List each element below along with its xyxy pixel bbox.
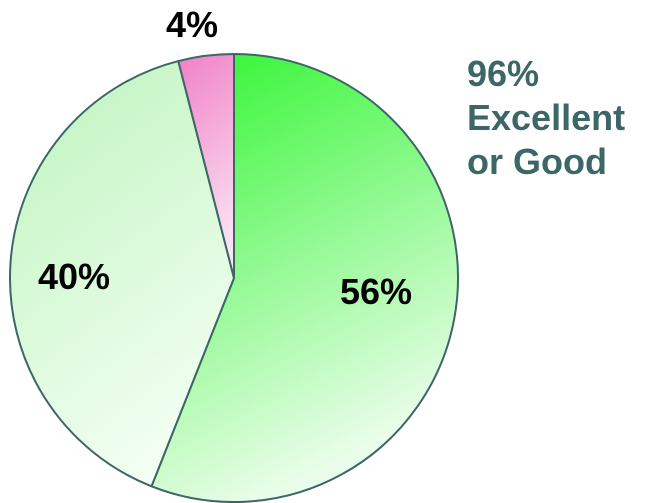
slice-label-4: 4% — [166, 4, 218, 45]
annotation-line-3: or Good — [467, 141, 607, 182]
slice-label-40: 40% — [38, 256, 110, 297]
annotation-line-1: 96% — [467, 53, 540, 94]
slice-40 — [9, 60, 235, 488]
slice-56 — [150, 53, 459, 503]
summary-annotation: 96% Excellent or Good — [467, 52, 625, 184]
slice-4 — [177, 53, 235, 279]
pie-slices — [9, 53, 459, 503]
annotation-line-2: Excellent — [467, 97, 626, 138]
slice-label-56: 56% — [340, 271, 412, 312]
